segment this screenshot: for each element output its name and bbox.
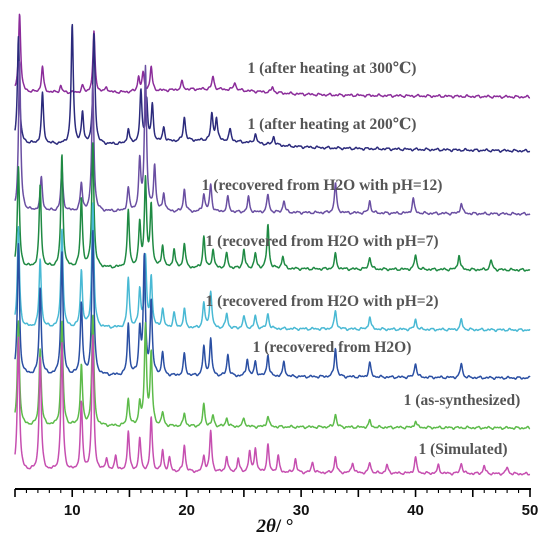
pxrd-trace-6: [14, 314, 531, 431]
trace-label-2: 1 (recovered from H2O with pH=12): [202, 177, 443, 194]
pxrd-trace-5: [14, 229, 531, 381]
trace-label-1: 1 (after heating at 200℃): [248, 116, 417, 133]
x-axis-title-unit: / °: [275, 516, 294, 537]
trace-label-5: 1 (recovered from H2O): [253, 339, 412, 356]
pxrd-trace-4: [14, 202, 531, 333]
trace-label-7: 1 (Simulated): [418, 441, 507, 458]
x-axis-title: 2θ/ °: [255, 516, 293, 537]
x-tick-label: 10: [64, 502, 81, 519]
x-tick-label: 20: [178, 502, 195, 519]
pxrd-trace-3: [14, 142, 531, 272]
pxrd-trace-0: [14, 13, 531, 99]
pxrd-traces: [14, 13, 531, 476]
pxrd-trace-7: [14, 334, 531, 476]
x-tick-label: 30: [293, 502, 310, 519]
x-tick-label: 40: [407, 502, 424, 519]
x-axis: 10 20 30 40 50: [14, 488, 539, 519]
x-axis-ticks: 10 20 30 40 50: [14, 489, 539, 519]
pxrd-trace-2: [14, 60, 531, 217]
pxrd-trace-1: [14, 23, 531, 153]
x-axis-title-symbol: 2θ: [255, 516, 276, 537]
trace-label-4: 1 (recovered from H2O with pH=2): [205, 293, 438, 310]
trace-label-3: 1 (recovered from H2O with pH=7): [205, 233, 438, 250]
x-tick-label: 50: [522, 502, 539, 519]
trace-label-6: 1 (as-synthesized): [404, 392, 521, 409]
trace-label-0: 1 (after heating at 300℃): [248, 60, 417, 77]
trace-labels: 1 (after heating at 300℃) 1 (after heatin…: [202, 60, 521, 458]
